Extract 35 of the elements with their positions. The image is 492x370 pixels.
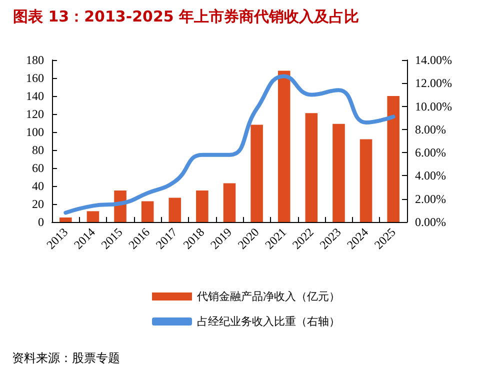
y2-tick-label: 4.00% — [415, 168, 446, 183]
y-tick-label: 60 — [32, 161, 44, 175]
y-tick-label: 160 — [26, 71, 44, 85]
y2-tick-label: 0.00% — [415, 215, 446, 229]
bar — [86, 211, 100, 222]
bar — [360, 139, 372, 222]
y-tick-label: 140 — [26, 89, 44, 103]
bar — [60, 218, 72, 222]
bar — [196, 190, 208, 222]
y-tick-label: 100 — [26, 125, 44, 139]
y-tick-label: 20 — [32, 197, 44, 211]
chart-title: 图表 13：2013-2025 年上市券商代销收入及占比 — [13, 8, 360, 26]
legend-label: 占经纪业务收入比重（右轴） — [197, 315, 340, 328]
bar — [278, 70, 290, 222]
y-tick-label: 40 — [32, 179, 44, 193]
bar — [305, 113, 318, 222]
bar — [141, 201, 154, 222]
line-series — [64, 74, 396, 215]
legend-label: 代销金融产品净收入（亿元） — [196, 290, 340, 303]
y2-tick-label: 10.00% — [415, 99, 452, 114]
y-tick-label: 120 — [26, 107, 44, 121]
bar — [332, 124, 345, 222]
y2-tick-label: 12.00% — [415, 76, 452, 90]
y2-tick-label: 6.00% — [415, 146, 446, 160]
y2-tick-label: 2.00% — [415, 192, 446, 206]
bar — [223, 183, 236, 222]
bar — [168, 198, 182, 222]
bar — [387, 96, 400, 222]
text: 资料来源：股票专题 — [12, 351, 120, 365]
y2-tick-label: 14.00% — [415, 53, 452, 67]
y-tick-label: 0 — [38, 215, 44, 229]
y2-tick-label: 8.00% — [415, 122, 446, 136]
y-tick-label: 80 — [32, 143, 44, 157]
bar — [250, 124, 263, 222]
y-tick-label: 180 — [26, 53, 44, 67]
